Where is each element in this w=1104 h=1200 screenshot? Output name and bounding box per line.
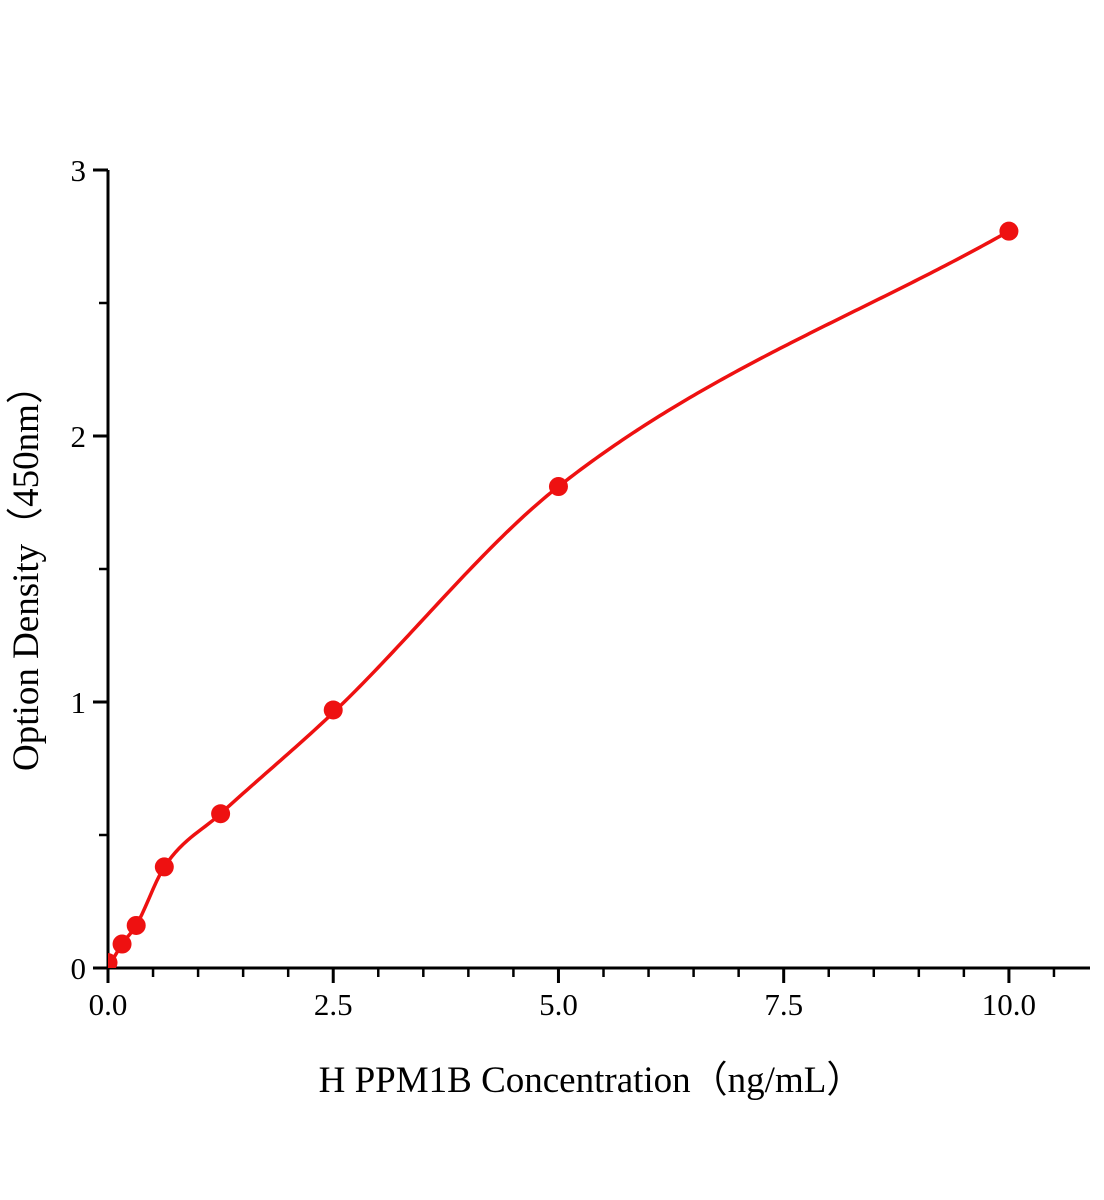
axes-layer: 0.0 2.5 5.0 7.5 10.0 0 1 2 3	[71, 153, 1090, 1022]
y-tick-label: 1	[71, 685, 87, 720]
data-point	[108, 953, 118, 968]
data-point	[112, 934, 132, 954]
data-point	[548, 477, 568, 497]
x-tick-label: 10.0	[982, 987, 1036, 1022]
data-point	[999, 221, 1019, 241]
x-tick-label: 2.5	[314, 987, 353, 1022]
data-point	[154, 857, 174, 877]
y-tick-label: 0	[71, 951, 87, 986]
y-tick-label: 3	[71, 153, 87, 188]
y-tick-label: 2	[71, 419, 87, 454]
x-tick-label: 5.0	[539, 987, 578, 1022]
fit-curve	[108, 229, 1011, 968]
data-point	[211, 804, 231, 824]
x-tick-label: 7.5	[764, 987, 803, 1022]
data-point	[126, 915, 146, 935]
y-axis-title: Option Density（450nm）	[6, 367, 47, 771]
x-tick-label: 0.0	[89, 987, 128, 1022]
data-layer	[108, 221, 1019, 968]
data-point	[323, 700, 343, 720]
x-axis-title: H PPM1B Concentration（ng/mL）	[319, 1060, 864, 1101]
